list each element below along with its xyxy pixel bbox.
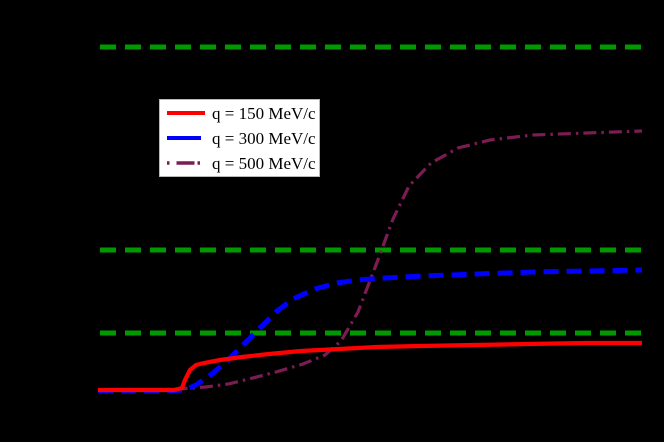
series-line-q300 — [98, 267, 643, 394]
legend-sample-dashed-blue — [166, 131, 206, 145]
legend-sample-dashdot-purple — [166, 156, 206, 170]
green-dashed-reference-lines — [100, 44, 642, 336]
series-line-q150 — [98, 340, 642, 393]
legend-label-q150: q = 150 MeV/c — [212, 103, 316, 123]
legend-sample-solid-red — [166, 106, 206, 120]
legend-label-q500: q = 500 MeV/c — [212, 153, 316, 173]
chart-legend: q = 150 MeV/c q = 300 MeV/c q = 500 MeV/… — [159, 99, 320, 177]
legend-entry-q300: q = 300 MeV/c — [160, 125, 319, 151]
legend-label-q300: q = 300 MeV/c — [212, 128, 316, 148]
legend-entry-q500: q = 500 MeV/c — [160, 150, 319, 176]
series-line-q500 — [98, 129, 643, 392]
legend-entry-q150: q = 150 MeV/c — [160, 100, 319, 126]
